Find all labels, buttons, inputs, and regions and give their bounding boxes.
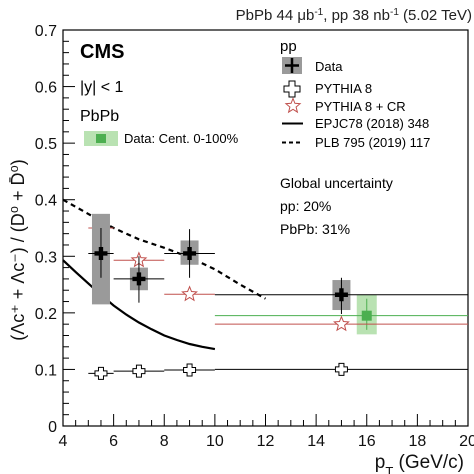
y-tick-label: 0.1 bbox=[35, 362, 57, 379]
pp-heading: pp bbox=[280, 38, 297, 55]
pythia-cr-point bbox=[181, 285, 198, 302]
x-axis: 4 6 8 10 12 14 16 18 20 bbox=[59, 414, 474, 450]
pythia-cr-point bbox=[333, 315, 350, 332]
legend-data: Data bbox=[282, 57, 343, 74]
y-axis: 0 0.1 0.2 0.3 0.4 0.5 0.6 0.7 bbox=[35, 23, 75, 436]
rapidity-label: |y| < 1 bbox=[80, 79, 124, 96]
y-tick-label: 0.3 bbox=[35, 249, 57, 266]
legend-pythia8cr-marker bbox=[284, 97, 302, 114]
y-tick-label: 0 bbox=[48, 419, 57, 436]
global-uncertainty-title: Global uncertainty bbox=[280, 175, 393, 191]
pbpb-legend-label: Data: Cent. 0-100% bbox=[124, 131, 239, 146]
x-tick-label: 16 bbox=[358, 433, 376, 450]
epjc-curve bbox=[62, 259, 216, 351]
y-tick-label: 0.7 bbox=[35, 23, 57, 40]
x-tick-label: 14 bbox=[307, 433, 325, 450]
legend-pythia8-label: PYTHIA 8 bbox=[315, 81, 372, 96]
legend-plb: PLB 795 (2019) 117 bbox=[282, 135, 430, 150]
pp-point bbox=[94, 246, 108, 260]
experiment-label: CMS bbox=[80, 41, 124, 63]
plot-marks bbox=[62, 198, 468, 380]
y-tick-label: 0.4 bbox=[35, 193, 57, 210]
legend-epjc-label: EPJC78 (2018) 348 bbox=[315, 116, 429, 131]
x-axis-label: pT (GeV/c) bbox=[375, 452, 464, 474]
pbpb-point bbox=[361, 310, 372, 321]
x-tick-label: 6 bbox=[109, 433, 118, 450]
pythia-point bbox=[132, 364, 146, 378]
x-tick-label: 12 bbox=[257, 433, 275, 450]
legend: Data PYTHIA 8 PYTHIA 8 + CR EPJC78 (2018… bbox=[282, 57, 430, 150]
legend-plb-label: PLB 795 (2019) 117 bbox=[315, 135, 430, 150]
global-uncertainty-pp: pp: 20% bbox=[280, 198, 331, 214]
x-tick-label: 8 bbox=[160, 433, 169, 450]
plot-frame bbox=[62, 29, 469, 427]
header-title: PbPb 44 μb-1, pp 38 nb-1 (5.02 TeV) bbox=[236, 7, 472, 25]
legend-epjc: EPJC78 (2018) 348 bbox=[282, 116, 429, 131]
legend-data-label: Data bbox=[315, 59, 343, 74]
x-tick-label: 20 bbox=[459, 433, 474, 450]
y-tick-label: 0.6 bbox=[35, 80, 57, 97]
pp-point bbox=[334, 288, 348, 302]
x-tick-label: 18 bbox=[408, 433, 426, 450]
y-tick-label: 0.5 bbox=[35, 136, 57, 153]
pp-point bbox=[183, 246, 197, 260]
legend-pythia8cr-label: PYTHIA 8 + CR bbox=[315, 99, 406, 114]
legend-pythia8: PYTHIA 8 bbox=[283, 80, 372, 98]
x-tick-label: 10 bbox=[206, 433, 224, 450]
y-tick-label: 0.2 bbox=[35, 306, 57, 323]
pythia-point bbox=[94, 366, 108, 380]
pbpb-legend-marker bbox=[96, 134, 106, 143]
legend-pythia8-marker bbox=[283, 80, 301, 98]
pythia-point bbox=[183, 363, 197, 377]
global-uncertainty-pbpb: PbPb: 31% bbox=[280, 221, 350, 237]
x-tick-label: 4 bbox=[59, 433, 68, 450]
legend-pythia8cr: PYTHIA 8 + CR bbox=[284, 97, 406, 114]
pbpb-heading: PbPb bbox=[80, 108, 119, 125]
pythia-point bbox=[334, 362, 348, 376]
y-axis-label: (Λc⁺ + Λc⁻) / (D⁰ + D̄⁰) bbox=[8, 159, 28, 341]
pp-point bbox=[132, 272, 146, 286]
